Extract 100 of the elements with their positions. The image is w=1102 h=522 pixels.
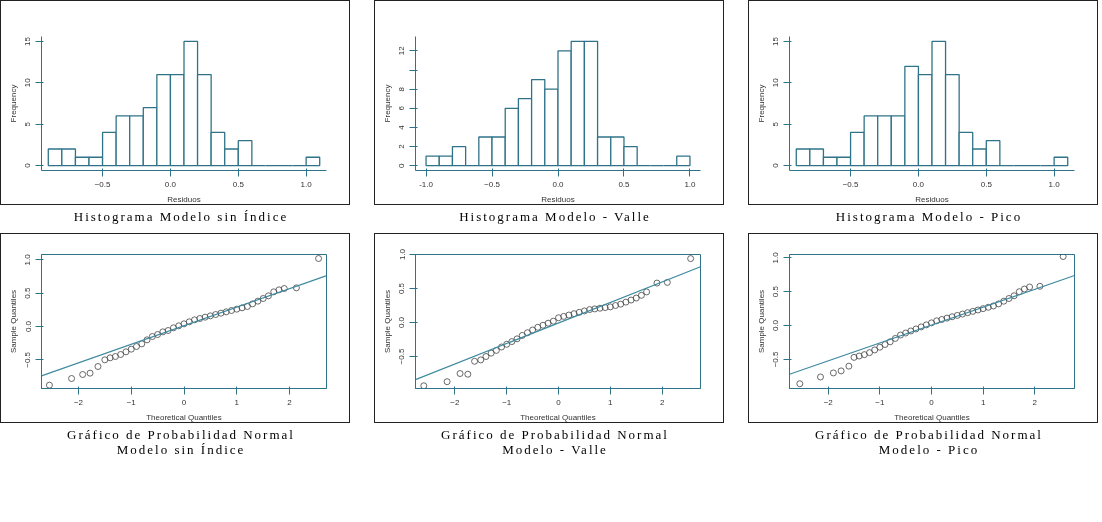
point [974, 306, 982, 314]
x-tick-label: 1 [608, 397, 614, 407]
point [513, 335, 521, 343]
point [293, 284, 300, 292]
x-tick-label: 0.0 [912, 179, 925, 189]
point [796, 380, 804, 388]
x-axis-title: Residuos [541, 194, 575, 204]
y-tick-label: 0.0 [397, 316, 407, 329]
point [143, 336, 151, 344]
point [555, 314, 562, 322]
x-tick-label: 0 [181, 397, 187, 407]
point [565, 311, 573, 319]
x-tick-label: -1.0 [419, 179, 434, 189]
y-tick-label: 1.0 [771, 252, 781, 264]
point [233, 306, 241, 313]
y-tick-label: 0 [771, 162, 781, 168]
point [837, 367, 845, 375]
point [191, 316, 198, 324]
point [471, 358, 478, 365]
point [612, 302, 619, 310]
point [170, 324, 177, 332]
point [148, 333, 156, 341]
text: Modelo - Pico [878, 441, 980, 457]
point [265, 292, 272, 300]
point [591, 305, 599, 313]
point [477, 356, 485, 364]
point [917, 323, 925, 331]
x-tick-label: 0.5 [618, 179, 631, 189]
point [687, 255, 695, 263]
point [586, 306, 594, 314]
y-tick-label: 0 [23, 162, 33, 168]
point [933, 317, 941, 325]
point [990, 302, 997, 310]
point [943, 315, 951, 322]
point [275, 286, 283, 294]
x-tick-label: 0.0 [164, 179, 177, 189]
y-tick-label: 1.0 [397, 248, 407, 261]
x-axis-title: Residuos [915, 194, 949, 204]
point [127, 346, 135, 353]
y-axis-title: Sample Quantiles [382, 290, 392, 354]
y-tick-label: 15 [23, 36, 33, 46]
point [544, 320, 552, 327]
point [249, 300, 257, 308]
point [456, 370, 464, 378]
x-tick-label: −1 [502, 397, 512, 407]
point [922, 321, 930, 329]
point [315, 255, 322, 263]
point [175, 322, 183, 330]
point [995, 300, 1002, 308]
point [529, 326, 537, 334]
x-tick-label: 1 [980, 397, 986, 407]
point [280, 285, 288, 293]
point [259, 295, 267, 303]
point [1026, 283, 1033, 291]
x-tick-label: −0.5 [842, 179, 860, 189]
point [886, 338, 894, 346]
x-axis-title: Theoretical Quantiles [146, 412, 222, 422]
point [979, 305, 987, 313]
point [487, 350, 495, 357]
point [482, 353, 490, 361]
x-tick-label: 0.0 [552, 179, 565, 189]
x-tick-label: −0.5 [484, 179, 501, 189]
point [560, 313, 568, 321]
y-axis-title: Sample Quantiles [756, 290, 766, 354]
x-tick-label: 0.5 [980, 179, 993, 189]
x-tick-label: 0.5 [232, 179, 245, 189]
y-tick-label: −0.5 [771, 351, 781, 368]
y-tick-label: −0.5 [23, 351, 33, 369]
point [212, 311, 220, 319]
point [133, 343, 140, 351]
x-tick-label: −0.5 [94, 179, 112, 189]
point [866, 349, 873, 357]
point [860, 351, 868, 359]
x-tick-label: 1.0 [300, 179, 313, 189]
text: Gráfico de Probabilidad Normal [67, 427, 295, 443]
point [829, 369, 837, 377]
x-tick-label: 0 [929, 397, 935, 407]
x-tick-label: 2 [659, 397, 665, 407]
text: Modelo - Valle [502, 441, 608, 457]
y-tick-label: 0.5 [771, 285, 781, 298]
point [632, 294, 640, 302]
point [601, 304, 609, 312]
point [596, 305, 604, 312]
y-tick-label: 0 [397, 162, 407, 168]
point [106, 354, 114, 362]
point [902, 329, 910, 337]
point [638, 292, 645, 299]
x-axis-title: Residuos [167, 194, 201, 204]
point [871, 346, 879, 354]
x-tick-label: −1 [126, 397, 137, 407]
y-tick-label: 0.5 [397, 282, 407, 295]
point [524, 329, 531, 337]
point [1010, 292, 1018, 300]
point [1036, 283, 1044, 290]
point [86, 370, 94, 377]
point [206, 312, 214, 320]
point [622, 299, 630, 306]
y-axis-title: Sample Quantiles [8, 290, 18, 354]
text: Gráfico de Probabilidad Normal [441, 427, 669, 443]
y-tick-label: 15 [771, 36, 781, 46]
